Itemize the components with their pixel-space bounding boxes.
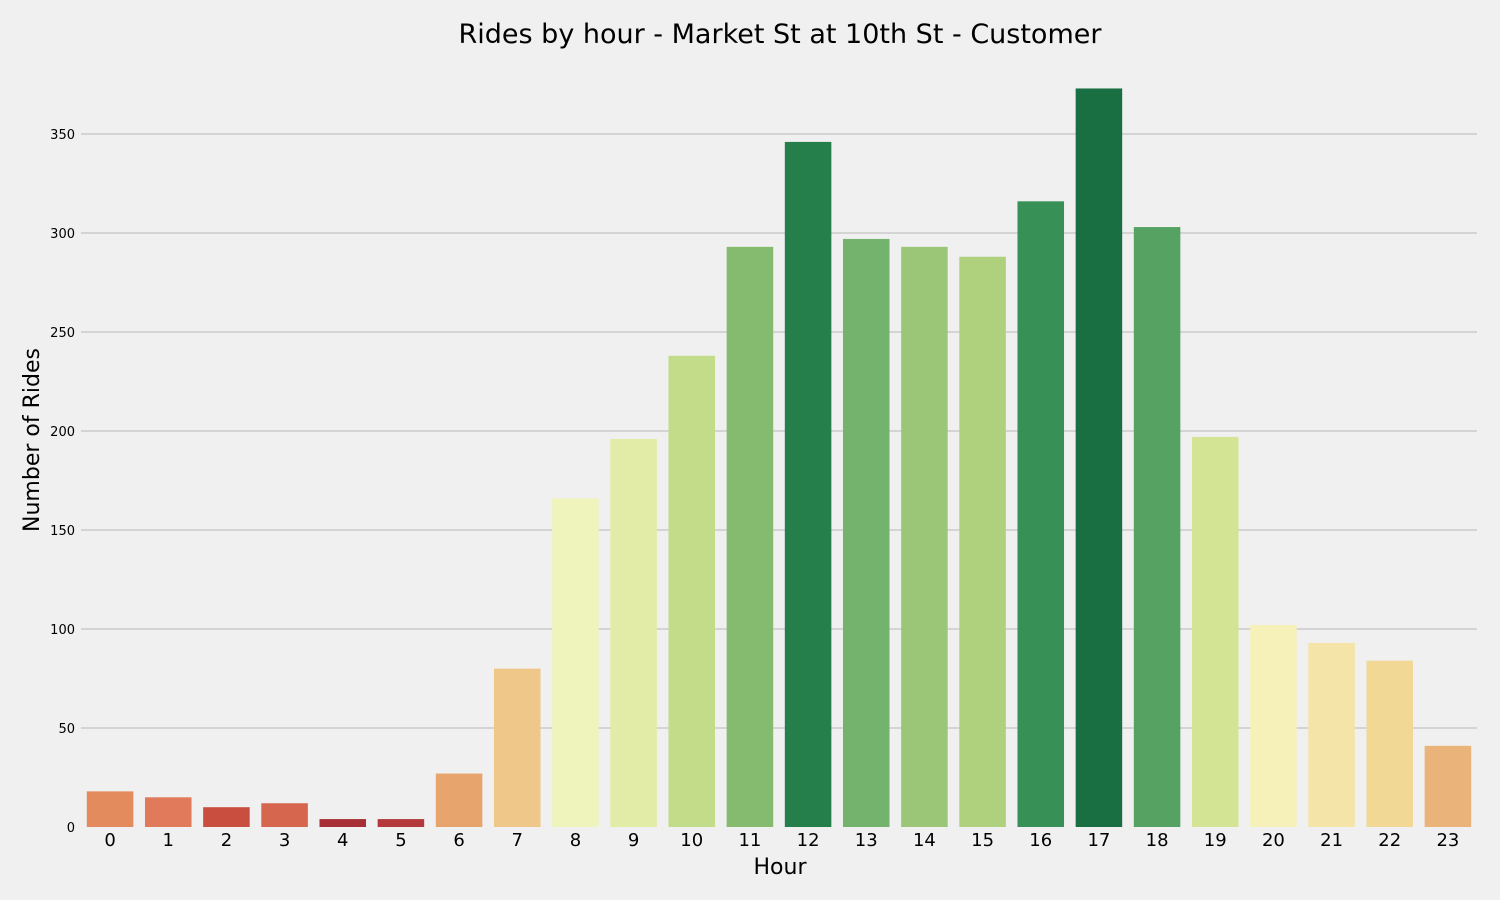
- bar-hour-15: [959, 256, 1006, 827]
- y-tick-label: 150: [50, 524, 75, 539]
- bar-hour-14: [901, 246, 948, 828]
- x-tick-label: 7: [512, 830, 523, 851]
- bar-hour-11: [726, 246, 774, 828]
- x-tick-label: 21: [1320, 830, 1343, 851]
- y-tick-label: 100: [50, 623, 75, 638]
- y-tick-label: 200: [50, 425, 75, 440]
- bar-hour-13: [842, 238, 890, 827]
- x-tick-label: 9: [628, 830, 639, 851]
- bar-hour-9: [610, 438, 657, 827]
- y-tick-label: 250: [50, 326, 75, 341]
- bars: [86, 88, 1472, 828]
- y-axis-label: Number of Rides: [20, 348, 45, 532]
- gridlines: [81, 133, 1477, 729]
- bar-hour-20: [1250, 625, 1297, 827]
- bar-hour-0: [86, 791, 134, 827]
- x-tick-label: 11: [738, 830, 761, 851]
- x-tick-labels: 0 1 2 3 4 5 6 7 8 9 10 11 12 13 14 15 16 17 18 19 20 21 22 23: [104, 830, 1459, 851]
- bar-hour-10: [668, 355, 716, 827]
- y-tick-label: 50: [58, 722, 75, 737]
- y-tick-label: 350: [50, 128, 75, 143]
- bar-hour-22: [1366, 660, 1414, 827]
- bar-hour-3: [261, 803, 308, 827]
- bar-hour-5: [377, 819, 425, 827]
- x-tick-label: 20: [1262, 830, 1285, 851]
- bar-hour-4: [319, 819, 367, 827]
- bar-hour-21: [1308, 642, 1355, 827]
- x-tick-label: 23: [1436, 830, 1459, 851]
- x-tick-label: 16: [1029, 830, 1052, 851]
- bar-hour-2: [203, 807, 250, 827]
- x-tick-label: 2: [221, 830, 232, 851]
- bar-hour-8: [552, 498, 599, 827]
- chart-title: Rides by hour - Market St at 10th St - C…: [459, 19, 1103, 50]
- x-tick-label: 13: [855, 830, 878, 851]
- bar-hour-7: [493, 668, 541, 827]
- x-tick-label: 15: [971, 830, 994, 851]
- x-tick-label: 5: [395, 830, 406, 851]
- x-tick-label: 6: [453, 830, 464, 851]
- bar-hour-18: [1133, 227, 1181, 827]
- bar-hour-1: [144, 797, 192, 827]
- x-tick-label: 19: [1204, 830, 1227, 851]
- x-tick-label: 1: [163, 830, 174, 851]
- y-tick-label: 0: [67, 821, 75, 836]
- bar-hour-12: [784, 141, 832, 828]
- x-tick-label: 14: [913, 830, 936, 851]
- x-tick-label: 10: [680, 830, 703, 851]
- bar-hour-16: [1017, 201, 1065, 827]
- y-tick-labels: 0 50 100 150 200 250 300 350: [50, 128, 75, 836]
- x-tick-label: 3: [279, 830, 290, 851]
- x-tick-label: 18: [1146, 830, 1169, 851]
- y-tick-label: 300: [50, 227, 75, 242]
- bar-hour-17: [1075, 88, 1123, 827]
- x-tick-label: 17: [1087, 830, 1110, 851]
- bar-hour-23: [1424, 745, 1472, 827]
- x-axis-label: Hour: [754, 855, 808, 880]
- x-tick-label: 12: [797, 830, 820, 851]
- x-tick-label: 22: [1378, 830, 1401, 851]
- x-tick-label: 8: [570, 830, 581, 851]
- x-tick-label: 4: [337, 830, 348, 851]
- bar-hour-19: [1191, 436, 1239, 827]
- bar-hour-6: [435, 773, 483, 827]
- x-tick-label: 0: [104, 830, 115, 851]
